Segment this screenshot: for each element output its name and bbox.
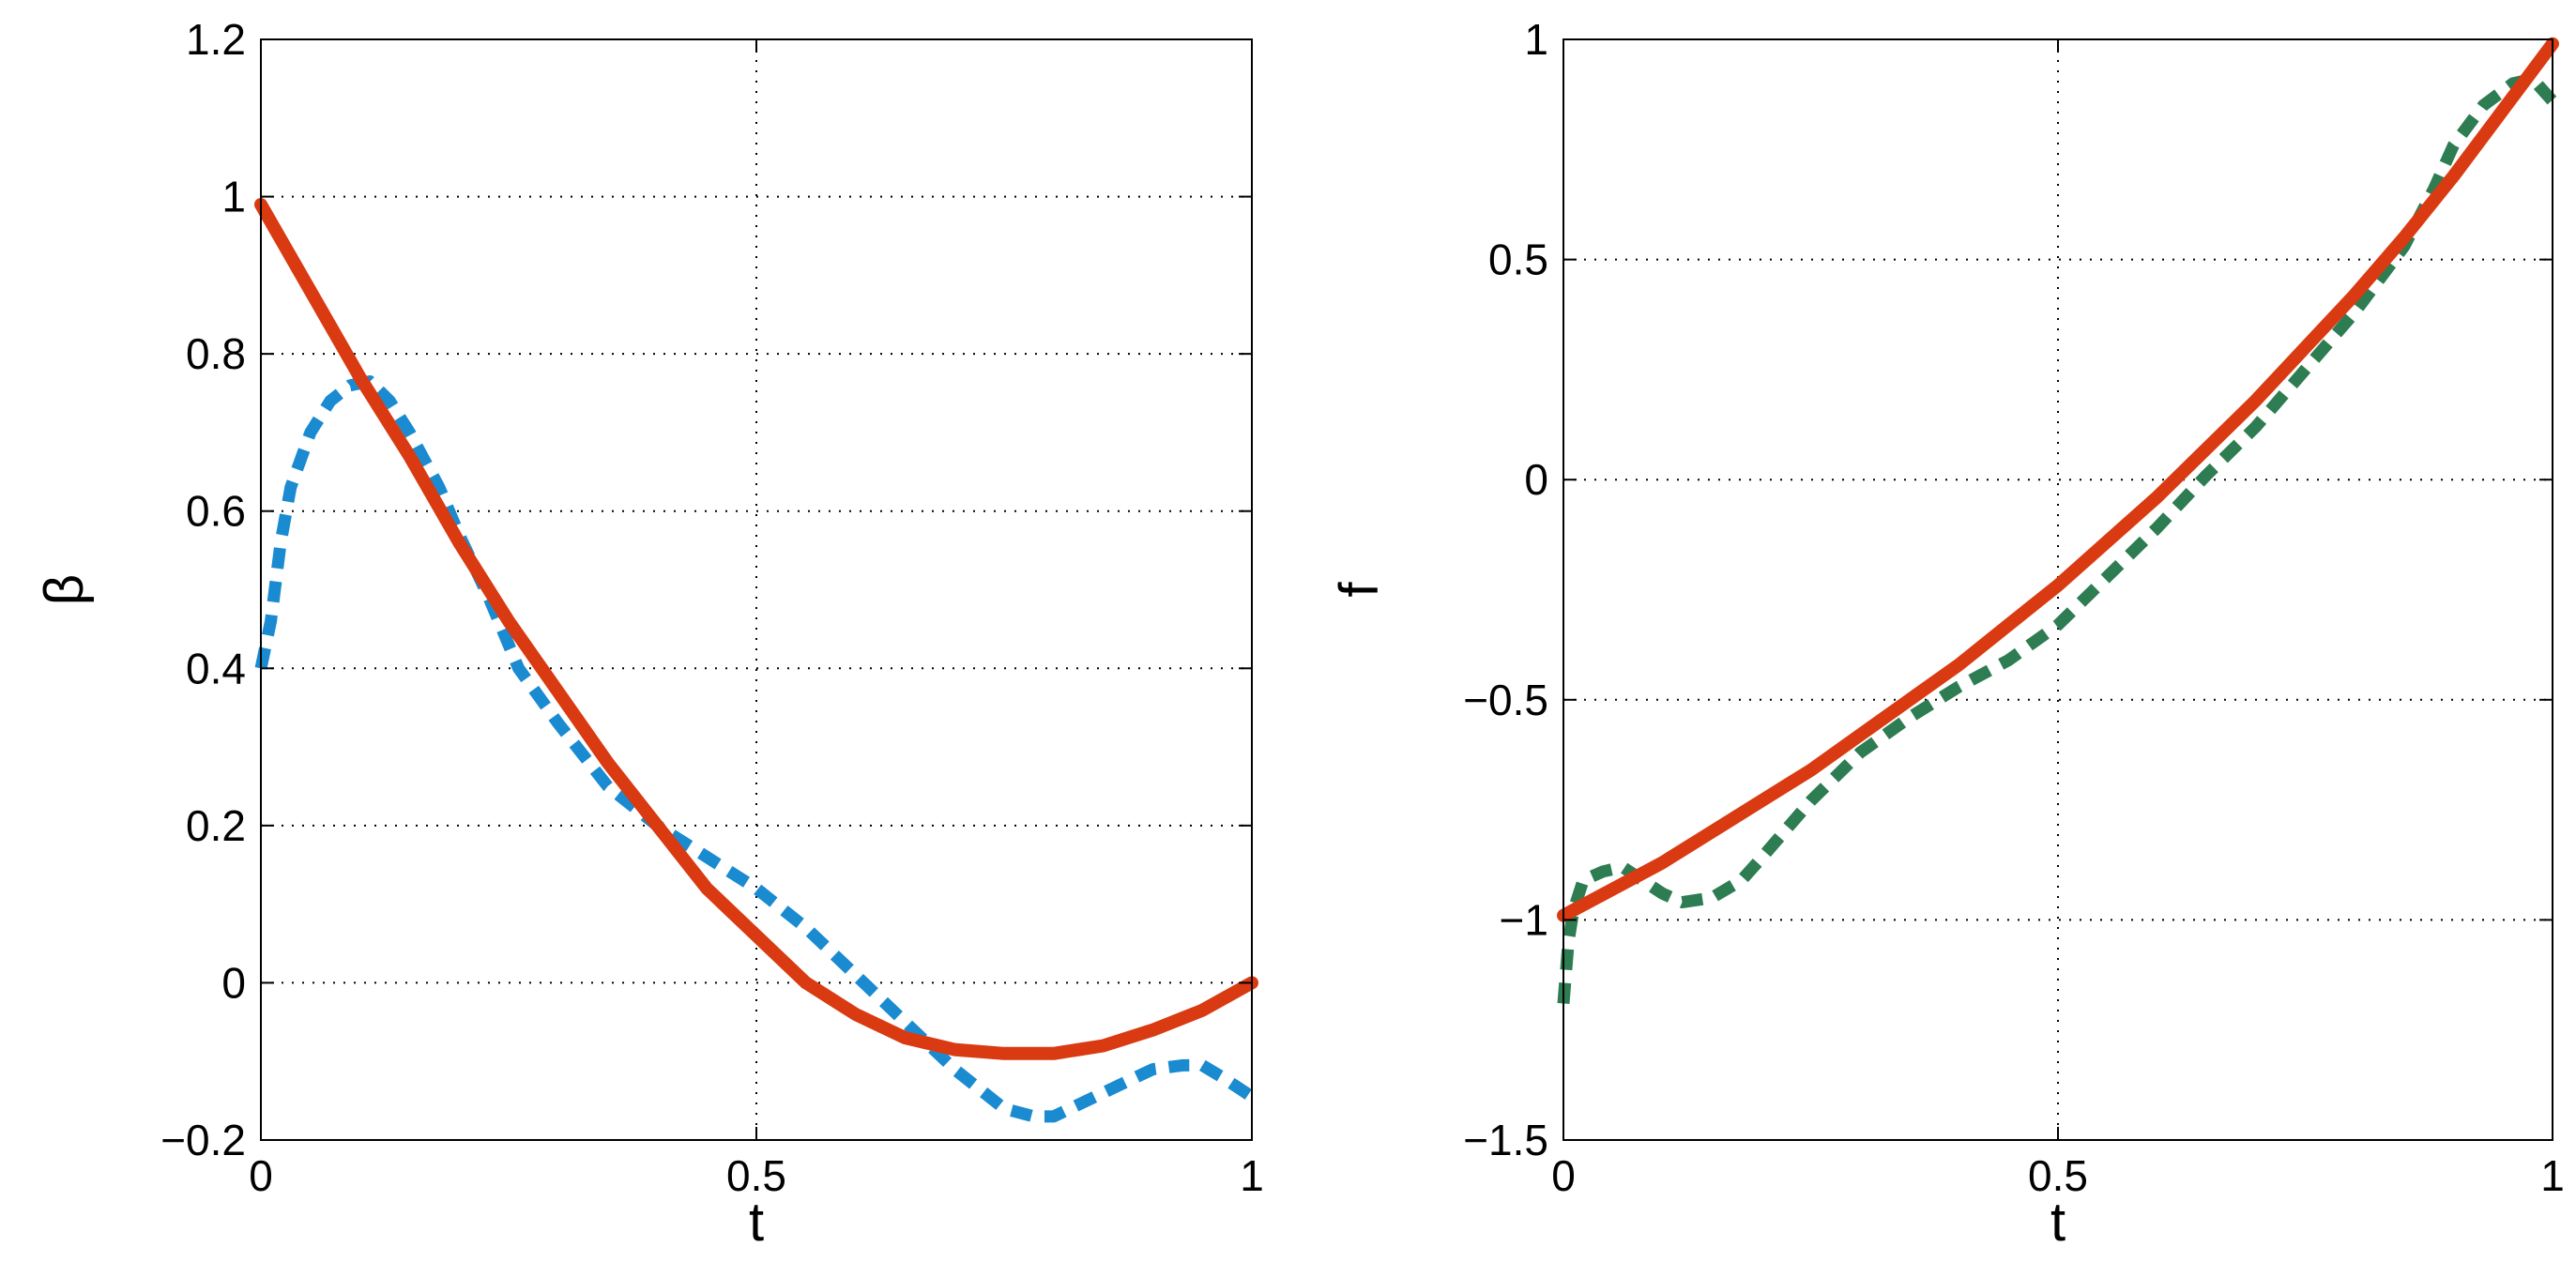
beta-plot-y-tick-label: 0.8 bbox=[186, 329, 246, 378]
f-plot-y-tick-label: −1.5 bbox=[1463, 1116, 1548, 1164]
beta-plot-x-axis-label: t bbox=[749, 1192, 764, 1253]
f-plot-x-tick-label: 0 bbox=[1551, 1151, 1576, 1200]
f-plot: 0 0.5 1 −1.5 −1 −0.5 0 0.5 1 t f bbox=[1329, 15, 2565, 1253]
beta-plot-y-tick-label: 0.6 bbox=[186, 487, 246, 536]
beta-plot-series-1-line bbox=[254, 198, 1258, 1060]
f-plot-data bbox=[1557, 37, 2559, 1005]
beta-plot-y-tick-label: 0.4 bbox=[186, 644, 246, 692]
f-plot-series-2-line bbox=[1557, 72, 2557, 1005]
beta-plot-series-2-line bbox=[254, 375, 1256, 1123]
beta-plot-data bbox=[254, 198, 1258, 1123]
beta-plot-y-tick-label: 1.2 bbox=[186, 15, 246, 64]
beta-plot-grid bbox=[261, 39, 1252, 1140]
f-plot-x-axis-label: t bbox=[2050, 1192, 2065, 1253]
f-plot-ticks: 0 0.5 1 −1.5 −1 −0.5 0 0.5 1 bbox=[1463, 15, 2565, 1200]
beta-plot-x-tick-label: 1 bbox=[1240, 1151, 1264, 1200]
beta-plot-y-tick-label: 0.2 bbox=[186, 801, 246, 850]
f-plot-y-axis-label: f bbox=[1329, 582, 1390, 598]
f-plot-series-1-line bbox=[1557, 37, 2559, 922]
beta-plot-y-tick-label: −0.2 bbox=[160, 1116, 246, 1164]
beta-plot-y-axis-label: β bbox=[34, 574, 95, 605]
f-plot-y-tick-label: 0 bbox=[1524, 455, 1548, 504]
beta-plot: 0 0.5 1−0.200.20.40.60.811.2 t β bbox=[34, 15, 1264, 1253]
f-plot-x-tick-label: 0.5 bbox=[2028, 1151, 2088, 1200]
f-plot-y-tick-label: −1 bbox=[1500, 895, 1548, 944]
beta-plot-y-tick-label: 1 bbox=[221, 173, 246, 221]
f-plot-y-tick-label: 0.5 bbox=[1488, 236, 1548, 284]
f-plot-x-tick-label: 1 bbox=[2540, 1151, 2565, 1200]
beta-plot-y-tick-label: 0 bbox=[221, 958, 246, 1007]
f-plot-y-tick-label: −0.5 bbox=[1463, 676, 1548, 724]
beta-plot-x-tick-label: 0 bbox=[249, 1151, 273, 1200]
beta-plot-x-tick-label: 0.5 bbox=[726, 1151, 786, 1200]
f-plot-y-tick-label: 1 bbox=[1524, 15, 1548, 64]
beta-plot-ticks: 0 0.5 1−0.200.20.40.60.811.2 bbox=[160, 15, 1264, 1200]
